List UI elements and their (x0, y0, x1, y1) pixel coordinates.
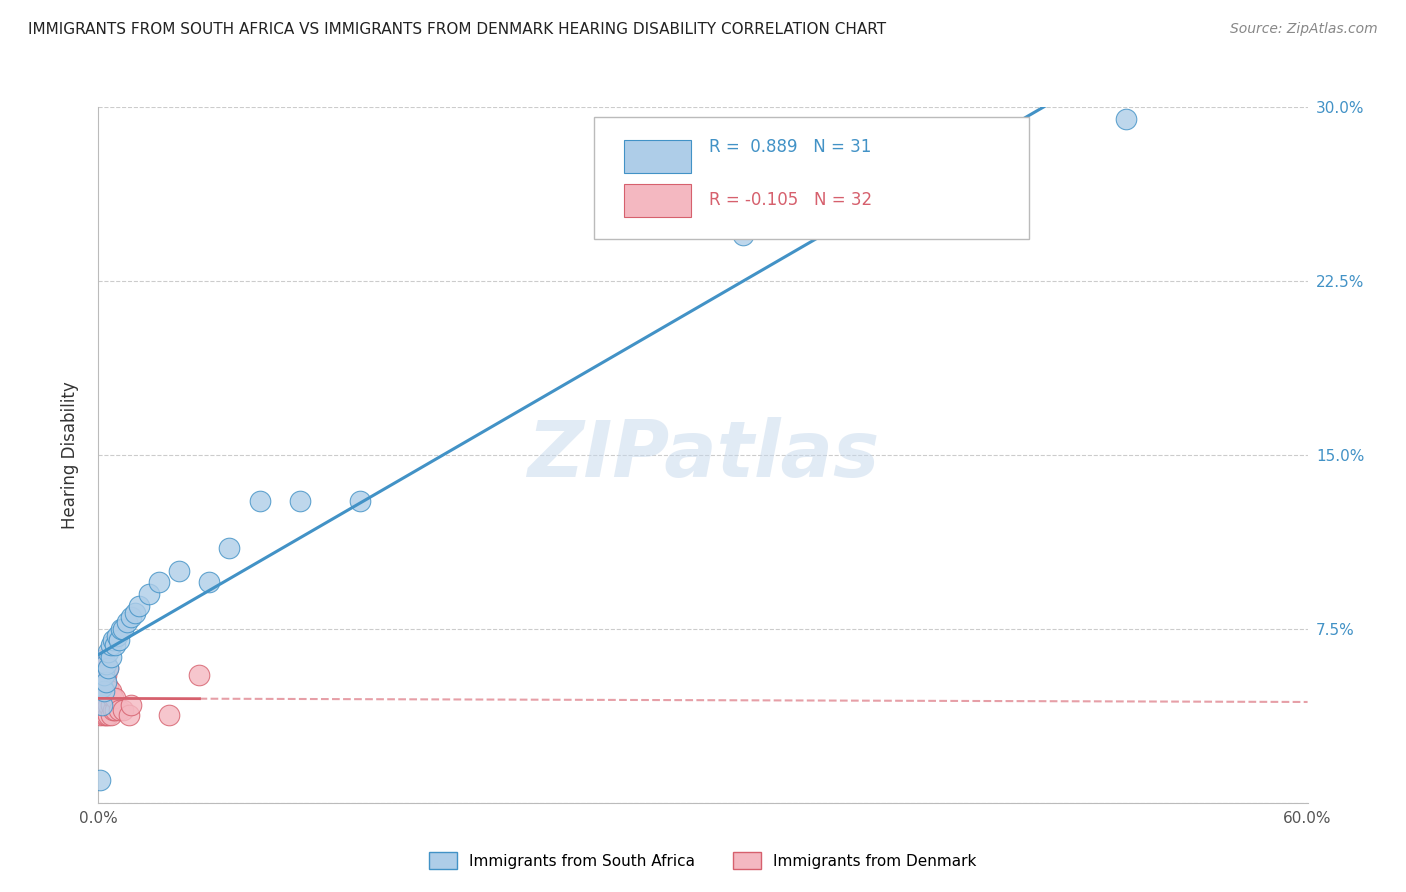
Point (148, 575, 170, 590)
Y-axis label: Hearing Disability: Hearing Disability (60, 381, 79, 529)
Point (198, 575, 221, 590)
Point (100, 638, 122, 652)
Text: R =  0.889   N = 31: R = 0.889 N = 31 (709, 138, 872, 156)
Point (105, 629, 128, 643)
Point (100, 684, 122, 698)
Point (157, 707, 180, 722)
Point (110, 622, 132, 636)
Point (89, 684, 111, 698)
Point (103, 691, 125, 706)
Point (101, 633, 124, 648)
Point (97, 707, 120, 722)
Text: Source: ZipAtlas.com: Source: ZipAtlas.com (1230, 22, 1378, 37)
Point (96, 675, 118, 690)
Point (218, 541, 240, 555)
Point (733, 227, 755, 242)
Point (101, 691, 124, 706)
Point (124, 606, 146, 620)
Text: ZIPatlas: ZIPatlas (527, 417, 879, 493)
Point (93, 668, 115, 682)
Point (93, 707, 115, 722)
Point (115, 615, 138, 629)
Point (93, 652, 115, 666)
Point (91, 703, 114, 717)
Point (97, 661, 120, 675)
Point (97, 645, 120, 659)
Point (249, 494, 271, 508)
Point (91, 680, 114, 694)
Point (93, 668, 115, 682)
Point (93, 691, 115, 706)
Point (97, 698, 120, 713)
Point (118, 707, 141, 722)
Point (96, 657, 118, 671)
Point (111, 622, 134, 636)
Point (1115, 112, 1137, 126)
Point (96, 668, 118, 682)
Point (101, 703, 124, 717)
Point (349, 494, 371, 508)
Point (91, 698, 114, 713)
Text: R = -0.105   N = 32: R = -0.105 N = 32 (709, 191, 872, 210)
Point (100, 707, 122, 722)
Point (100, 698, 122, 713)
Point (120, 610, 142, 624)
Point (288, 494, 311, 508)
Point (103, 703, 125, 717)
Point (93, 703, 115, 717)
Point (91, 657, 114, 671)
Legend: Immigrants from South Africa, Immigrants from Denmark: Immigrants from South Africa, Immigrants… (423, 847, 983, 875)
Point (97, 680, 120, 694)
Point (96, 684, 118, 698)
Point (100, 649, 122, 664)
Point (96, 707, 118, 722)
Point (91, 698, 114, 713)
Point (120, 698, 142, 713)
Point (107, 703, 129, 717)
FancyBboxPatch shape (595, 118, 1029, 239)
Point (96, 698, 118, 713)
Point (111, 703, 134, 717)
Point (167, 564, 190, 578)
Point (103, 638, 125, 652)
FancyBboxPatch shape (624, 184, 690, 217)
Point (107, 633, 129, 648)
FancyBboxPatch shape (624, 140, 690, 173)
Point (188, 668, 211, 682)
Text: IMMIGRANTS FROM SOUTH AFRICA VS IMMIGRANTS FROM DENMARK HEARING DISABILITY CORRE: IMMIGRANTS FROM SOUTH AFRICA VS IMMIGRAN… (28, 22, 886, 37)
Point (91, 680, 114, 694)
Point (89, 772, 111, 787)
Point (138, 587, 160, 601)
Point (128, 599, 150, 613)
Point (97, 661, 120, 675)
Point (93, 684, 115, 698)
Point (89, 707, 111, 722)
